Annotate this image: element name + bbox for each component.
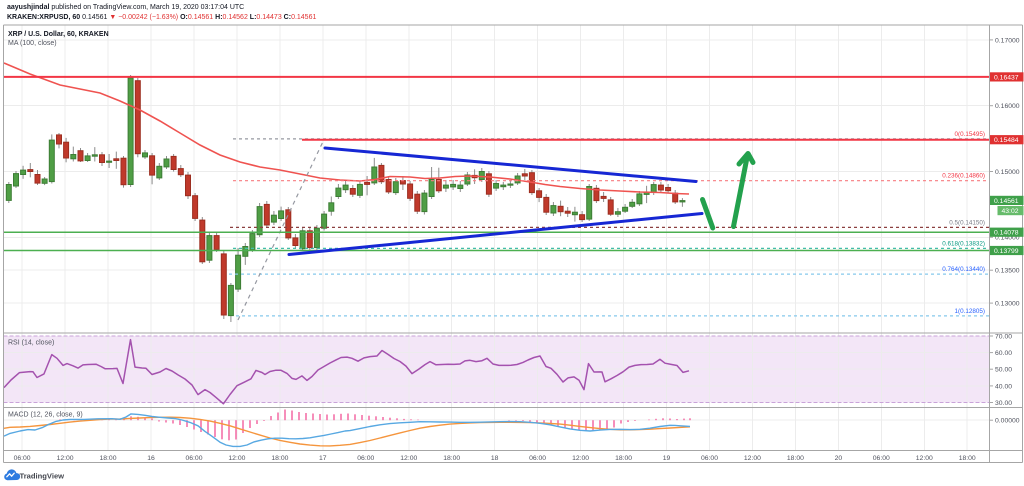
svg-text:0.618(0.13832): 0.618(0.13832) (942, 240, 985, 247)
svg-text:06:00: 06:00 (529, 455, 546, 462)
svg-text:06:00: 06:00 (701, 455, 718, 462)
svg-text:19: 19 (663, 455, 671, 462)
svg-text:0.13799: 0.13799 (994, 248, 1019, 255)
svg-text:0(0.15495): 0(0.15495) (955, 131, 985, 138)
svg-text:1(0.12805): 1(0.12805) (955, 308, 985, 315)
svg-text:12:00: 12:00 (400, 455, 417, 462)
svg-text:43:02: 43:02 (1002, 208, 1019, 215)
svg-text:12:00: 12:00 (57, 455, 74, 462)
svg-text:70.00: 70.00 (995, 333, 1012, 340)
svg-text:06:00: 06:00 (185, 455, 202, 462)
svg-text:06:00: 06:00 (14, 455, 31, 462)
svg-text:0.15484: 0.15484 (994, 137, 1019, 144)
svg-text:12:00: 12:00 (744, 455, 761, 462)
svg-text:MACD (12, 26, close, 9): MACD (12, 26, close, 9) (8, 412, 83, 419)
svg-text:18:00: 18:00 (959, 455, 976, 462)
svg-text:0.16437: 0.16437 (994, 74, 1019, 81)
svg-text:06:00: 06:00 (357, 455, 374, 462)
svg-text:12:00: 12:00 (228, 455, 245, 462)
svg-text:06:00: 06:00 (873, 455, 890, 462)
svg-text:TradingView: TradingView (20, 472, 65, 481)
svg-text:18: 18 (491, 455, 499, 462)
svg-text:0.14078: 0.14078 (994, 230, 1019, 237)
svg-text:12:00: 12:00 (572, 455, 589, 462)
svg-text:0.14561: 0.14561 (994, 198, 1019, 205)
svg-text:12:00: 12:00 (916, 455, 933, 462)
svg-text:0.236(0.14860): 0.236(0.14860) (942, 173, 985, 180)
svg-text:MA (100, close): MA (100, close) (8, 40, 57, 47)
svg-text:18:00: 18:00 (99, 455, 116, 462)
svg-text:KRAKEN:XRPUSD, 60 0.14561 ▼ −: KRAKEN:XRPUSD, 60 0.14561 ▼ −0.00242 (−1… (7, 14, 316, 21)
svg-text:30.00: 30.00 (995, 400, 1012, 407)
svg-text:0.17000: 0.17000 (995, 37, 1020, 44)
svg-text:60.00: 60.00 (995, 350, 1012, 357)
svg-text:0.00000: 0.00000 (995, 418, 1020, 425)
svg-text:50.00: 50.00 (995, 367, 1012, 374)
svg-text:17: 17 (319, 455, 327, 462)
svg-text:0.14000: 0.14000 (995, 235, 1020, 242)
svg-text:XRP / U.S. Dollar, 60, KRAKEN: XRP / U.S. Dollar, 60, KRAKEN (8, 31, 109, 38)
svg-text:18:00: 18:00 (443, 455, 460, 462)
svg-text:0.16000: 0.16000 (995, 103, 1020, 110)
svg-text:16: 16 (147, 455, 155, 462)
svg-text:RSI (14, close): RSI (14, close) (8, 340, 54, 347)
svg-text:0.13000: 0.13000 (995, 301, 1020, 308)
svg-text:0.5(0.14150): 0.5(0.14150) (949, 219, 985, 226)
svg-text:aayushjindal published on Trad: aayushjindal published on TradingView.co… (7, 4, 244, 11)
svg-text:0.13500: 0.13500 (995, 268, 1020, 275)
svg-text:20: 20 (835, 455, 843, 462)
svg-text:0.764(0.13440): 0.764(0.13440) (942, 266, 985, 273)
svg-text:0.15000: 0.15000 (995, 169, 1020, 176)
svg-text:18:00: 18:00 (271, 455, 288, 462)
svg-text:18:00: 18:00 (787, 455, 804, 462)
svg-text:40.00: 40.00 (995, 383, 1012, 390)
svg-text:18:00: 18:00 (615, 455, 632, 462)
